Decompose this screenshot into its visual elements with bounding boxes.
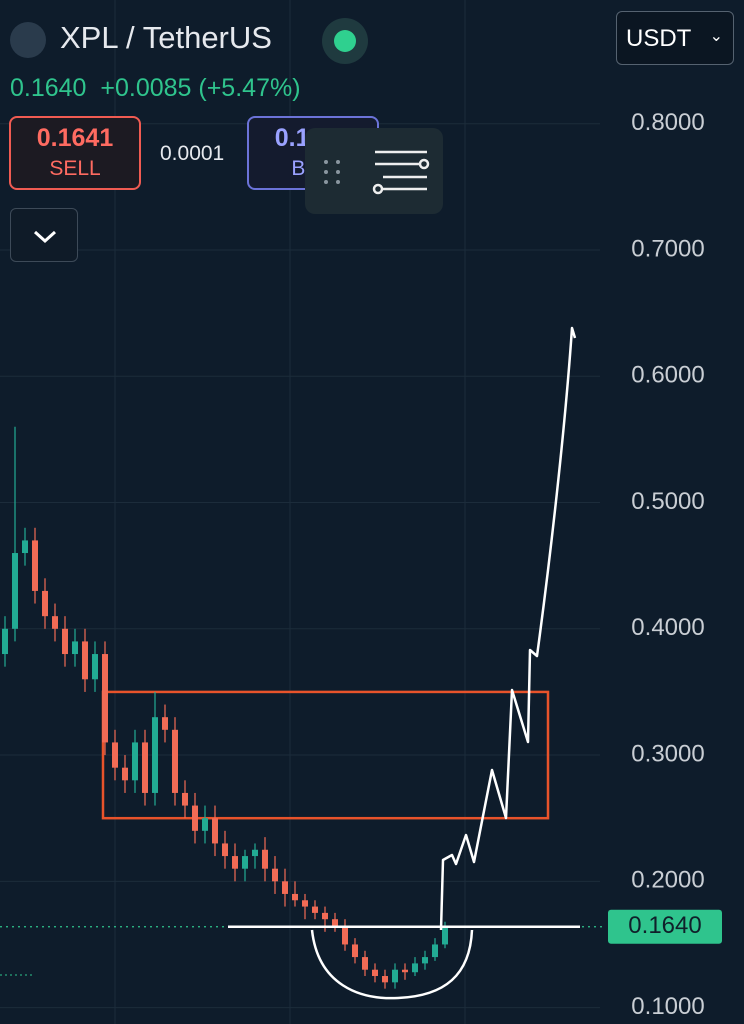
candle-body bbox=[292, 893, 298, 901]
candle-body bbox=[242, 856, 248, 869]
candle-body bbox=[162, 717, 168, 730]
toolbar-panel[interactable] bbox=[305, 128, 443, 214]
candle-body bbox=[52, 616, 58, 629]
sell-button[interactable]: 0.1641 SELL bbox=[9, 116, 141, 190]
candle-body bbox=[32, 540, 38, 591]
candle-body bbox=[402, 969, 408, 973]
candle-body bbox=[122, 767, 128, 781]
candle-body bbox=[92, 654, 98, 680]
pair-title[interactable]: XPL / TetherUS bbox=[60, 20, 272, 55]
candle-body bbox=[192, 805, 198, 831]
candle-body bbox=[72, 641, 78, 655]
candle-body bbox=[22, 540, 28, 554]
price: 0.1640 bbox=[10, 74, 87, 102]
y-tick-label: 0.7000 bbox=[631, 235, 704, 262]
candle-body bbox=[322, 912, 328, 920]
chevron-icon bbox=[33, 230, 57, 244]
candle-body bbox=[432, 944, 438, 958]
zone-box bbox=[101, 690, 550, 820]
y-tick-label: 0.6000 bbox=[631, 362, 704, 389]
status-dot bbox=[334, 30, 356, 52]
expand-button[interactable] bbox=[10, 208, 78, 262]
candle-body bbox=[372, 969, 378, 977]
coin-icon bbox=[10, 22, 46, 58]
candle-body bbox=[202, 818, 208, 831]
candle-body bbox=[252, 849, 258, 857]
candle-body bbox=[312, 906, 318, 913]
candle-body bbox=[422, 957, 428, 964]
currency: USDT bbox=[626, 25, 692, 52]
candle-body bbox=[42, 590, 48, 617]
y-tick-label: 0.2000 bbox=[631, 867, 704, 894]
candle-body bbox=[172, 729, 178, 793]
candle-body bbox=[82, 641, 88, 680]
candle-body bbox=[282, 881, 288, 894]
y-tick-label: 0.1000 bbox=[631, 993, 704, 1020]
y-tick-label: 0.4000 bbox=[631, 614, 704, 641]
candle-body bbox=[382, 976, 388, 983]
y-tick-label: 0.5000 bbox=[631, 488, 704, 515]
candle-body bbox=[152, 717, 158, 793]
sell-price: 0.1641 bbox=[36, 124, 114, 152]
chevron: ⌄ bbox=[709, 28, 723, 45]
last-price-label: 0.1640 bbox=[628, 912, 701, 939]
candle-body bbox=[102, 654, 108, 743]
candle-body bbox=[142, 742, 148, 793]
change: +0.0085 (+5.47%) bbox=[100, 74, 301, 102]
candle-body bbox=[302, 900, 308, 907]
drawn-cup bbox=[310, 929, 474, 1000]
candle-body bbox=[392, 969, 398, 983]
candle-body bbox=[12, 553, 18, 629]
currency-select[interactable]: USDT ⌄ bbox=[616, 11, 734, 65]
candle-body bbox=[2, 628, 8, 655]
toolbar-icons bbox=[324, 150, 430, 195]
candle-body bbox=[442, 926, 448, 945]
candle-body bbox=[332, 919, 338, 926]
candle-body bbox=[182, 792, 188, 806]
y-tick-label: 0.8000 bbox=[631, 109, 704, 136]
candle-body bbox=[352, 944, 358, 958]
candle-body bbox=[262, 849, 268, 869]
candle-body bbox=[212, 818, 218, 844]
candle-body bbox=[412, 963, 418, 973]
last-price-box bbox=[608, 909, 722, 944]
spread: 0.0001 bbox=[160, 142, 225, 165]
candle-body bbox=[112, 742, 118, 768]
sell-label: SELL bbox=[49, 157, 101, 180]
y-tick-label: 0.3000 bbox=[631, 740, 704, 767]
candle-body bbox=[232, 856, 238, 869]
candle-body bbox=[62, 628, 68, 655]
candle-body bbox=[272, 868, 278, 882]
candle-body bbox=[342, 925, 348, 945]
candle-body bbox=[132, 742, 138, 781]
candle-body bbox=[222, 843, 228, 857]
candle-body bbox=[362, 957, 368, 970]
status-ring bbox=[322, 18, 368, 64]
drawn-projection bbox=[439, 326, 577, 931]
price-line: 0.1640 +0.0085 (+5.47%) bbox=[10, 74, 301, 103]
